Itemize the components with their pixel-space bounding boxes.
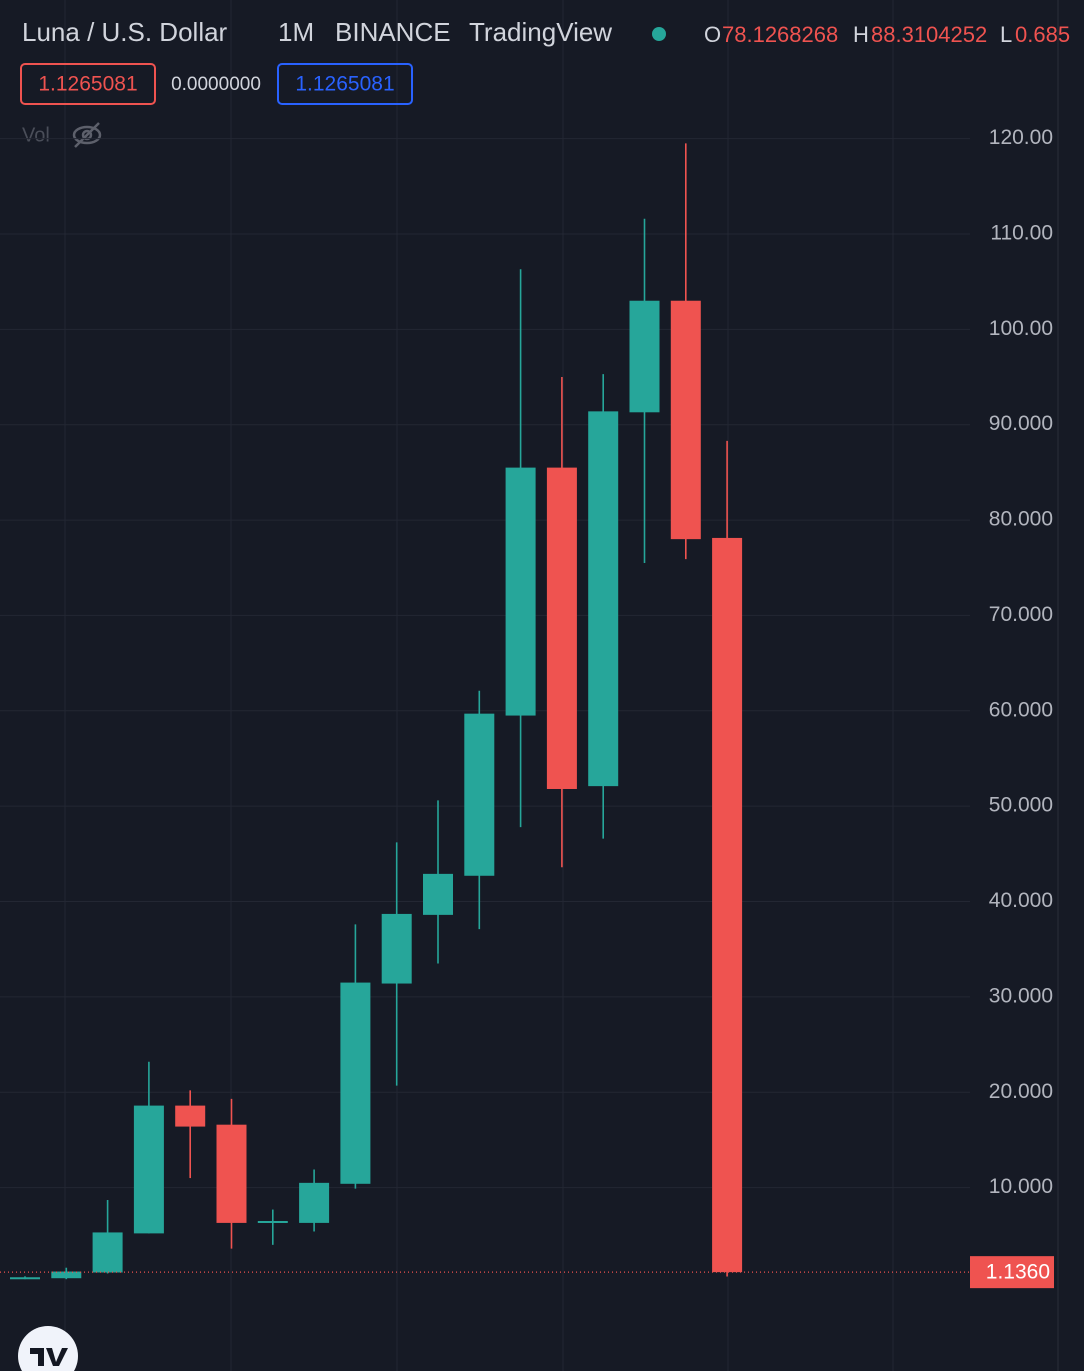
candle-body [299, 1182, 330, 1223]
exchange: BINANCE [335, 17, 451, 47]
candle-body [629, 300, 660, 413]
source: TradingView [469, 17, 612, 47]
y-tick-label: 30.000 [989, 984, 1053, 1007]
candle-body [670, 300, 701, 540]
y-tick-label: 60.000 [989, 698, 1053, 721]
interval: 1M [278, 17, 314, 47]
status-dot [652, 27, 666, 41]
y-tick-label: 20.000 [989, 1080, 1053, 1103]
volume-label: Vol [22, 124, 50, 146]
legend-key: O [704, 22, 721, 47]
candle-body [340, 982, 371, 1184]
y-tick-label: 120.00 [989, 126, 1053, 149]
legend-value: 0.685 [1015, 22, 1070, 47]
y-tick-label: 100.00 [989, 317, 1053, 340]
y-tick-label: 40.000 [989, 889, 1053, 912]
candle-body [175, 1105, 206, 1127]
y-tick-label: 50.000 [989, 794, 1053, 817]
badge: 1.1265081 [38, 73, 137, 96]
candle-body [51, 1271, 82, 1279]
candle-body [505, 467, 536, 716]
badge-box [277, 63, 413, 105]
candle-body [10, 1277, 40, 1280]
y-tick-label: 80.000 [989, 508, 1053, 531]
candle-body [588, 411, 619, 787]
legend-value: 88.3104252 [871, 22, 987, 47]
tv-logo[interactable] [18, 1326, 78, 1371]
candle-body [423, 873, 453, 915]
y-tick-label: 10.000 [989, 1175, 1053, 1198]
y-tick-label: 110.00 [990, 222, 1053, 245]
candle-body [464, 713, 495, 876]
badge-box [20, 63, 156, 105]
legend-key: H [853, 22, 869, 47]
candle-body [216, 1124, 247, 1223]
legend-value: 78.1268268 [722, 22, 838, 47]
candle-body [546, 467, 577, 789]
plot: 10.000 20.000 30.000 40.000 50.000 60.000 70.0… [0, 126, 1054, 1289]
badge: 0.0000000 [171, 74, 261, 95]
eye-off-icon[interactable] [72, 122, 102, 148]
candle-body [133, 1105, 164, 1234]
candle-body [381, 913, 412, 984]
header: Luna / U.S. Dollar 1M BINANCE TradingVie… [22, 17, 1070, 47]
price-tag-label: 1.1360 [986, 1261, 1050, 1284]
symbol-title: Luna / U.S. Dollar [22, 17, 228, 47]
candle-body [257, 1220, 288, 1223]
legend-key: L [1000, 22, 1012, 47]
candle-body [92, 1232, 123, 1273]
price-tag [970, 1256, 1054, 1289]
candle-body [712, 537, 743, 1273]
y-tick-label: 70.000 [989, 603, 1053, 626]
badge: 1.1265081 [295, 73, 394, 96]
y-tick-label: 90.000 [989, 412, 1053, 435]
